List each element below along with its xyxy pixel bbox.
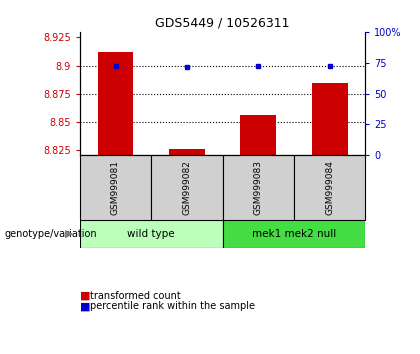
Text: transformed count: transformed count: [90, 291, 181, 301]
Bar: [294, 155, 365, 219]
Text: GSM999083: GSM999083: [254, 160, 263, 215]
Text: genotype/variation: genotype/variation: [4, 229, 97, 239]
Text: mek1 mek2 null: mek1 mek2 null: [252, 229, 336, 239]
Text: wild type: wild type: [127, 229, 175, 239]
Text: GSM999082: GSM999082: [182, 160, 192, 215]
Text: ■: ■: [80, 301, 90, 311]
Bar: [169, 149, 205, 155]
Text: percentile rank within the sample: percentile rank within the sample: [90, 301, 255, 311]
Bar: [223, 155, 294, 219]
Text: ■: ■: [80, 291, 90, 301]
Text: ▶: ▶: [65, 229, 73, 239]
Bar: [98, 52, 134, 155]
Bar: [312, 84, 348, 155]
Title: GDS5449 / 10526311: GDS5449 / 10526311: [155, 16, 290, 29]
Text: GSM999084: GSM999084: [325, 160, 334, 215]
Text: GSM999081: GSM999081: [111, 160, 120, 215]
Bar: [151, 155, 223, 219]
Bar: [80, 155, 151, 219]
Bar: [223, 219, 365, 248]
Bar: [80, 219, 223, 248]
Bar: [240, 115, 276, 155]
